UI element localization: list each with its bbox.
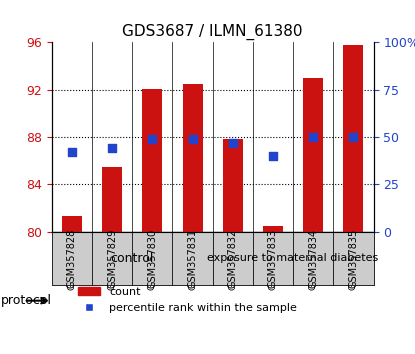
- Bar: [253, 232, 293, 285]
- Text: GSM357830: GSM357830: [148, 235, 157, 290]
- Text: GSM357832: GSM357832: [228, 229, 238, 288]
- Bar: [223, 139, 243, 232]
- Text: GSM357835: GSM357835: [349, 229, 359, 288]
- Text: GSM357831: GSM357831: [188, 235, 197, 290]
- Text: GSM357829: GSM357829: [107, 229, 117, 288]
- Bar: [62, 216, 82, 232]
- Text: GSM357835: GSM357835: [349, 235, 358, 290]
- Text: GSM357831: GSM357831: [188, 229, 198, 288]
- Bar: [102, 167, 122, 232]
- Title: GDS3687 / ILMN_61380: GDS3687 / ILMN_61380: [122, 23, 303, 40]
- Bar: [92, 232, 132, 285]
- Point: [109, 145, 115, 151]
- Text: GSM357834: GSM357834: [308, 229, 318, 288]
- Bar: [173, 232, 213, 285]
- Point: [310, 134, 317, 140]
- Text: GSM357830: GSM357830: [147, 229, 157, 288]
- Text: exposure to maternal diabetes: exposure to maternal diabetes: [208, 253, 379, 263]
- Bar: [343, 45, 364, 232]
- Bar: [52, 232, 92, 285]
- Text: protocol: protocol: [1, 294, 52, 307]
- Bar: [142, 88, 162, 232]
- Text: GSM357828: GSM357828: [67, 229, 77, 288]
- Bar: [132, 232, 173, 285]
- Text: GSM357828: GSM357828: [68, 235, 76, 290]
- Bar: [183, 84, 203, 232]
- Point: [149, 136, 156, 142]
- Point: [189, 136, 196, 142]
- Legend: count, percentile rank within the sample: count, percentile rank within the sample: [73, 283, 301, 317]
- Text: GSM357833: GSM357833: [268, 229, 278, 288]
- Bar: [333, 232, 374, 285]
- Text: control: control: [110, 252, 154, 265]
- Text: GSM357832: GSM357832: [228, 235, 237, 290]
- Bar: [263, 226, 283, 232]
- FancyBboxPatch shape: [213, 232, 374, 285]
- FancyBboxPatch shape: [52, 232, 213, 285]
- Point: [229, 140, 236, 145]
- Text: GSM357834: GSM357834: [309, 235, 318, 290]
- Point: [68, 149, 75, 155]
- Text: GSM357833: GSM357833: [269, 235, 278, 290]
- Bar: [293, 232, 333, 285]
- Point: [270, 153, 276, 159]
- Point: [350, 134, 357, 140]
- Text: GSM357829: GSM357829: [107, 235, 117, 290]
- Bar: [303, 78, 323, 232]
- Bar: [213, 232, 253, 285]
